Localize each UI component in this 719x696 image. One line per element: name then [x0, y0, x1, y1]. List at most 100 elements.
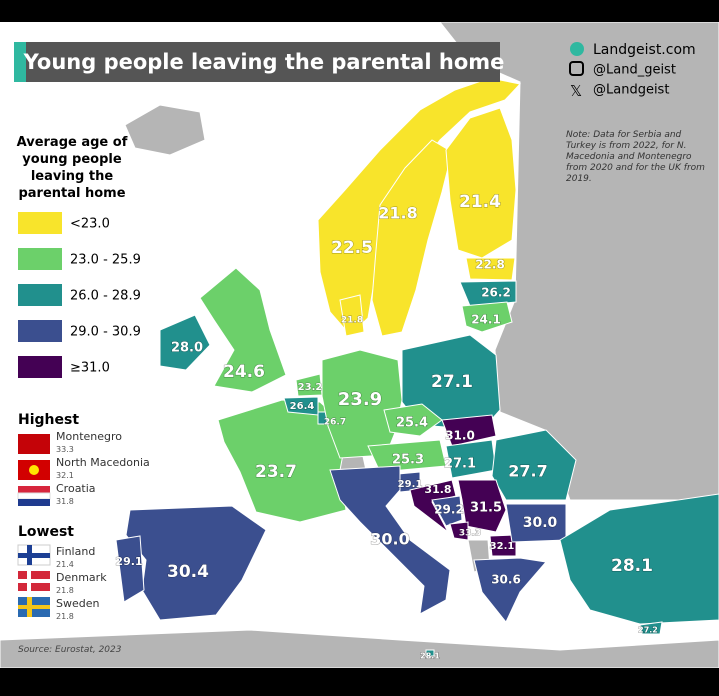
region-label: 22.5	[331, 238, 373, 258]
frame	[0, 668, 719, 696]
region-label: 30.4	[167, 562, 209, 582]
italy	[329, 465, 451, 615]
country-name: North Macedonia	[56, 456, 150, 469]
finland	[445, 107, 517, 259]
region-label: 28.1	[420, 652, 440, 661]
region-label: 26.4	[290, 401, 315, 412]
country-name: Croatia	[56, 482, 96, 495]
legend-swatch	[18, 320, 62, 342]
region-label: 31.0	[445, 429, 475, 443]
region-label: 28.0	[171, 341, 203, 356]
social-link: @Landgeist	[593, 83, 669, 98]
estonia	[465, 257, 516, 281]
country-value: 33.3	[56, 445, 74, 454]
sweden	[371, 139, 453, 337]
iceland	[124, 104, 206, 156]
icon-instagram	[569, 61, 584, 76]
legend: <23.0 23.0 - 25.9 26.0 - 28.9 29.0 - 30.9 ≥3…	[18, 212, 141, 378]
slovakia	[441, 414, 497, 447]
region-label: 21.8	[341, 316, 363, 326]
banner	[26, 42, 500, 82]
germany	[321, 349, 403, 459]
region-label: 24.6	[223, 362, 265, 382]
region-label: 23.9	[338, 389, 382, 410]
land-other	[438, 21, 719, 501]
region-label: 27.7	[508, 462, 547, 481]
icon-x: 𝕏	[570, 82, 582, 100]
region-label: 30.0	[370, 530, 409, 549]
frame	[0, 0, 719, 22]
croatia	[409, 479, 457, 533]
region-label: 26.7	[324, 418, 346, 428]
legend-label: 26.0 - 28.9	[70, 289, 141, 304]
region-label: 31.5	[470, 501, 502, 516]
country-value: 21.8	[56, 586, 74, 595]
legend-label: <23.0	[70, 217, 110, 232]
austria	[367, 439, 447, 473]
romania	[491, 429, 577, 501]
region-label: 21.8	[378, 204, 417, 223]
latvia	[459, 280, 517, 307]
region-label: 24.1	[471, 313, 501, 327]
north-macedonia	[489, 534, 517, 557]
country-name: Denmark	[56, 571, 107, 584]
legend-swatch	[18, 284, 62, 306]
icon-web	[570, 42, 584, 56]
region-label: 31.8	[424, 483, 451, 496]
highest-title: Highest	[18, 412, 79, 428]
region-label: 33.3	[459, 529, 481, 539]
country-value: 32.1	[56, 471, 74, 480]
lithuania	[461, 301, 513, 333]
united-kingdom	[199, 267, 287, 393]
legend-title: Average age of young people leaving the …	[16, 135, 128, 201]
malta	[425, 649, 435, 657]
legend-label: 29.0 - 30.9	[70, 325, 141, 340]
country-value: 31.8	[56, 497, 74, 506]
montenegro	[449, 521, 469, 541]
legend-swatch	[18, 356, 62, 378]
title: Young people leaving the parental home	[23, 50, 505, 74]
social-link: Landgeist.com	[593, 42, 696, 58]
turkey	[559, 493, 719, 625]
flag-detail	[17, 492, 51, 500]
flag-detail	[29, 465, 39, 475]
flag-montenegro	[18, 434, 50, 454]
country-value: 21.8	[56, 612, 74, 621]
flag-croatia	[18, 486, 50, 493]
region-label: 26.2	[481, 286, 511, 300]
country-name: Finland	[56, 545, 95, 558]
region-label: 28.1	[611, 556, 653, 576]
flag-detail	[18, 605, 50, 609]
region-label: 21.4	[459, 192, 501, 212]
portugal	[115, 535, 145, 603]
source: Source: Eurostat, 2023	[18, 645, 122, 655]
greece	[473, 557, 547, 623]
region-label: 27.1	[431, 372, 473, 392]
banner-accent	[14, 42, 26, 82]
legend-swatch	[18, 212, 62, 234]
czechia	[383, 403, 443, 437]
flag-detail	[18, 579, 50, 583]
social-link: @Land_geist	[593, 63, 676, 78]
region-label: 23.7	[255, 462, 297, 482]
country-name: Sweden	[56, 597, 99, 610]
serbia	[457, 479, 507, 533]
region-label: 27.2	[638, 626, 658, 635]
cyprus	[639, 621, 663, 635]
region-label: 25.3	[392, 453, 424, 468]
note: Note: Data for Serbia and Turkey is from…	[566, 130, 705, 184]
region-label: 30.0	[523, 515, 558, 531]
region-label: 32.1	[490, 541, 515, 552]
country-name: Montenegro	[56, 430, 122, 443]
region-label: 29.2	[434, 503, 464, 517]
lowest-title: Lowest	[18, 524, 74, 540]
flags	[17, 434, 51, 617]
ireland	[159, 314, 211, 371]
region-label: 27.1	[444, 457, 476, 472]
region-label: 30.6	[491, 573, 521, 587]
region-label: 22.8	[475, 258, 505, 272]
region-label: 29.1	[115, 555, 142, 568]
region-label: 29.1	[398, 479, 423, 490]
